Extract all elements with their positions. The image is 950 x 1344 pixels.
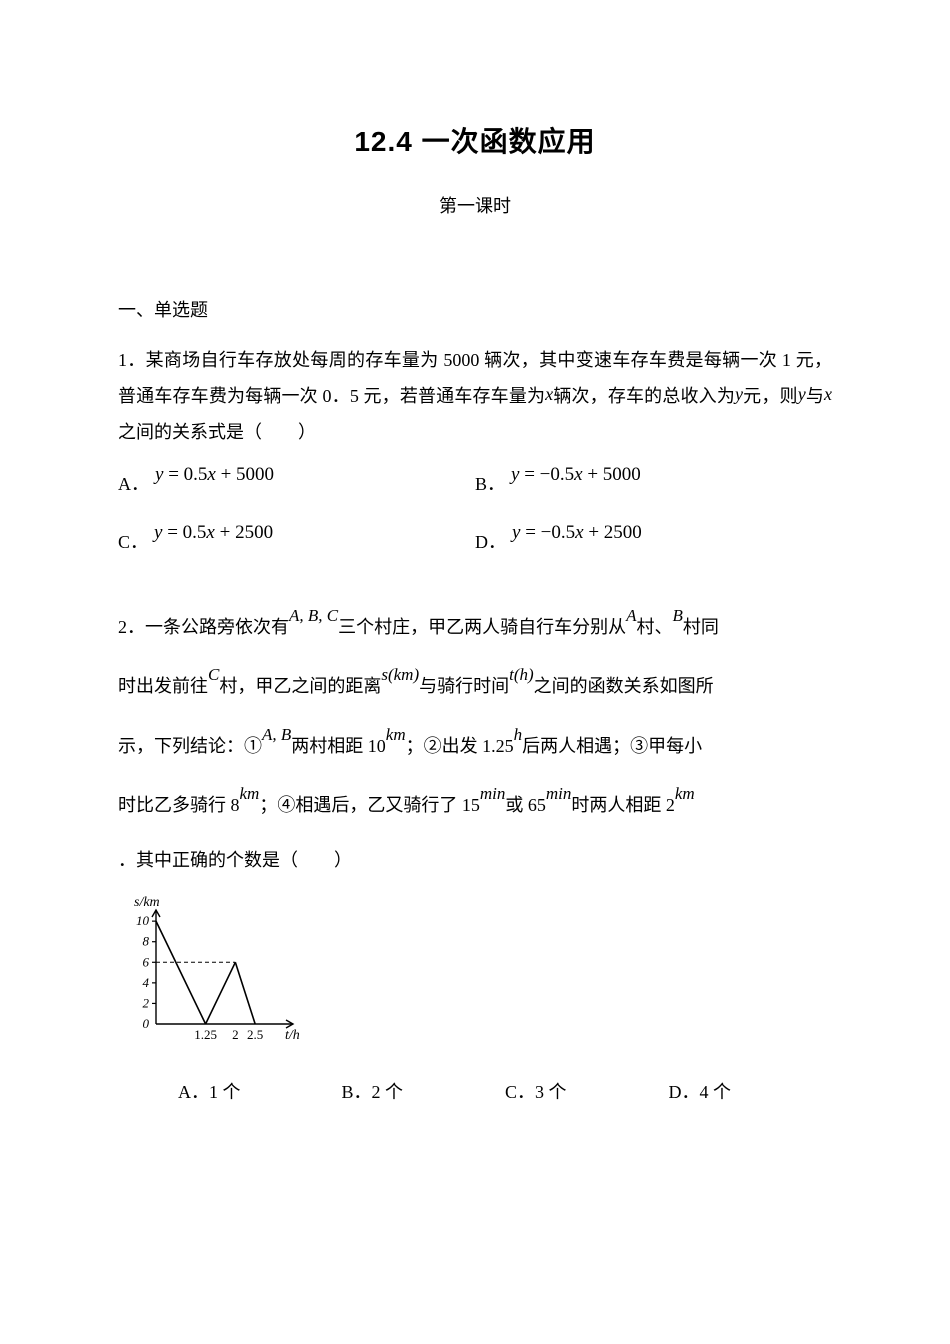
q2-sup4: C <box>208 665 219 684</box>
q2-option-a: A．1 个 <box>178 1078 342 1104</box>
q2-t9: 示，下列结论：① <box>118 736 262 756</box>
q2-option-d: D．4 个 <box>669 1078 833 1104</box>
option-label-b: B． <box>475 470 505 496</box>
q2-tail: ．其中正确的个数是（ ） <box>118 842 832 878</box>
q1-option-a: A． y = 0.5x + 5000 <box>118 470 475 496</box>
q2-options: A．1 个 B．2 个 C．3 个 D．4 个 <box>118 1078 832 1104</box>
svg-text:8: 8 <box>143 933 150 948</box>
svg-text:1.25: 1.25 <box>194 1027 217 1042</box>
option-label-c: C． <box>118 528 148 554</box>
q1-var-y2: y <box>798 384 806 404</box>
q2-t4: 村同 <box>683 617 719 637</box>
q2-option-b: B．2 个 <box>342 1078 506 1104</box>
svg-text:6: 6 <box>143 954 150 969</box>
q1-var-x2: x <box>824 384 832 404</box>
q2-t7: 与骑行时间 <box>419 676 509 696</box>
q1-option-c: C． y = 0.5x + 2500 <box>118 528 475 554</box>
q2-sup7: A, B <box>262 725 291 744</box>
q2-t5: 时出发前往 <box>118 676 208 696</box>
option-formula-c: y = 0.5x + 2500 <box>154 522 273 544</box>
q2-t15: 或 65 <box>505 795 546 815</box>
svg-text:2.5: 2.5 <box>247 1027 263 1042</box>
q2-t2: 三个村庄，甲乙两人骑自行车分别从 <box>338 617 626 637</box>
q2-chart: 0 2 4 6 8 10 1.25 2 2.5 s/km t/h <box>118 892 832 1052</box>
q1-text-c: 元，则 <box>743 386 798 406</box>
q2-sup9: h <box>514 725 523 744</box>
q2-t11: ；②出发 1.25 <box>406 736 514 756</box>
svg-text:2: 2 <box>232 1027 239 1042</box>
q1-text-e: 之间的关系式是（ ） <box>118 422 316 442</box>
q2-t1: 一条公路旁依次有 <box>145 617 289 637</box>
q1-options-row-2: C． y = 0.5x + 2500 D． y = −0.5x + 2500 <box>118 528 832 554</box>
q2-sup3: B <box>673 606 683 625</box>
svg-text:t/h: t/h <box>285 1028 300 1043</box>
option-label-d: D． <box>475 528 506 554</box>
question-1: 1．某商场自行车存放处每周的存车量为 5000 辆次，其中变速车存车费是每辆一次… <box>118 342 832 450</box>
question-2: 2．一条公路旁依次有A, B, C三个村庄，甲乙两人骑自行车分别从A村、B村同时… <box>118 598 832 836</box>
svg-text:10: 10 <box>136 913 150 928</box>
section-heading: 一、单选题 <box>118 296 832 322</box>
option-formula-a: y = 0.5x + 5000 <box>155 464 274 486</box>
q2-t14: ；④相遇后，乙又骑行了 15 <box>259 795 480 815</box>
q2-t8: 之间的函数关系如图所 <box>534 676 714 696</box>
q2-sup6: t(h) <box>509 665 534 684</box>
chart-svg: 0 2 4 6 8 10 1.25 2 2.5 s/km t/h <box>118 892 318 1047</box>
option-formula-d: y = −0.5x + 2500 <box>512 522 642 544</box>
q2-sup10: km <box>240 784 260 803</box>
q2-num: 2． <box>118 617 145 637</box>
q1-options-row-1: A． y = 0.5x + 5000 B． y = −0.5x + 5000 <box>118 470 832 496</box>
q2-sup13: km <box>675 784 695 803</box>
option-formula-b: y = −0.5x + 5000 <box>511 464 641 486</box>
svg-text:s/km: s/km <box>134 895 160 910</box>
svg-text:0: 0 <box>143 1016 150 1031</box>
q2-t6: 村，甲乙之间的距离 <box>219 676 381 696</box>
q1-var-x: x <box>545 384 553 404</box>
q1-text-d: 与 <box>806 386 824 406</box>
q2-t13: 时比乙多骑行 8 <box>118 795 240 815</box>
svg-text:2: 2 <box>143 995 150 1010</box>
q1-var-y: y <box>735 384 743 404</box>
q1-text-b: 辆次，存车的总收入为 <box>553 386 735 406</box>
q2-sup11: min <box>480 784 506 803</box>
svg-text:4: 4 <box>143 974 150 989</box>
option-label-a: A． <box>118 470 149 496</box>
q2-option-c: C．3 个 <box>505 1078 669 1104</box>
subtitle: 第一课时 <box>118 192 832 218</box>
page-title: 12.4 一次函数应用 <box>118 120 832 160</box>
q1-option-b: B． y = −0.5x + 5000 <box>475 470 832 496</box>
q2-sup2: A <box>626 606 636 625</box>
q2-t12: 后两人相遇；③甲每小 <box>522 736 702 756</box>
q2-sup12: min <box>546 784 572 803</box>
q2-t10: 两村相距 10 <box>291 736 386 756</box>
q2-t3: 村、 <box>637 617 673 637</box>
q2-sup5: s(km) <box>381 665 419 684</box>
q1-option-d: D． y = −0.5x + 2500 <box>475 528 832 554</box>
q1-num: 1． <box>118 350 146 370</box>
q2-sup8: km <box>386 725 406 744</box>
q2-sup1: A, B, C <box>289 606 338 625</box>
q2-t16: 时两人相距 2 <box>571 795 675 815</box>
